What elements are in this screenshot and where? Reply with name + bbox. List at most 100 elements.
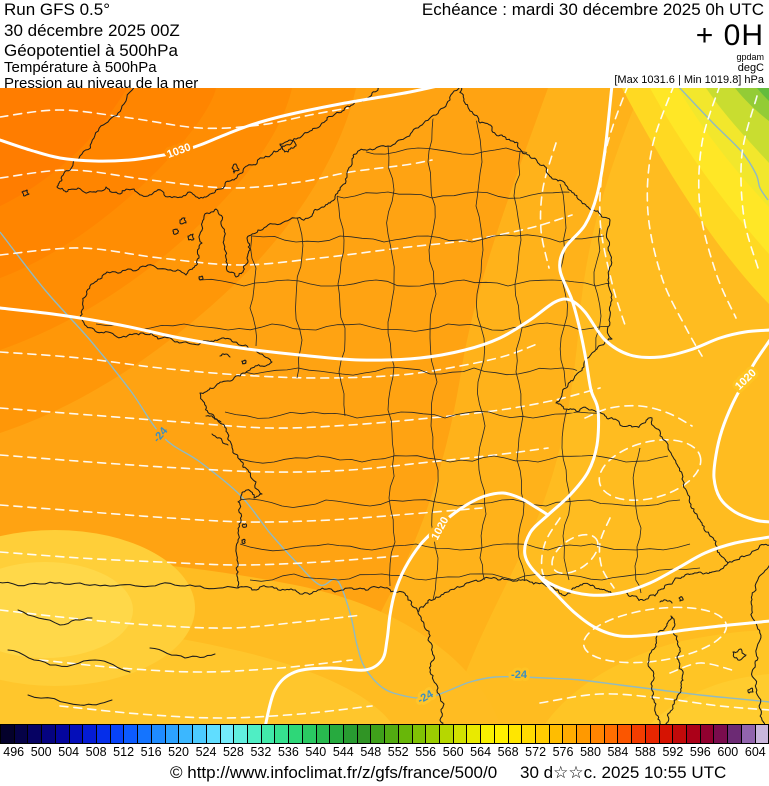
unit-gpdam: gpdam: [736, 52, 764, 62]
scale-tick-label: 544: [332, 745, 354, 759]
scale-cell: [330, 725, 344, 743]
scale-cell: [179, 725, 194, 743]
scale-cell: [275, 725, 290, 743]
scale-cell: [138, 725, 152, 743]
scale-tick-label: 576: [552, 745, 574, 759]
scale-cell: [14, 725, 29, 743]
footer: © http://www.infoclimat.fr/z/gfs/france/…: [0, 760, 769, 786]
scale-cell: [741, 725, 756, 743]
scale-cell: [467, 725, 482, 743]
source-url: © http://www.infoclimat.fr/z/gfs/france/…: [170, 763, 498, 782]
scale-tick-label: 568: [497, 745, 519, 759]
scale-cell: [193, 725, 207, 743]
scale-cell: [728, 725, 742, 743]
scale-tick-label: 596: [689, 745, 711, 759]
scale-cell: [398, 725, 413, 743]
scale-tick-labels: 496 500 504 508 512 516 520 524 528 532 536 540 544 5…: [0, 745, 769, 760]
run-info: Run GFS 0.5° 30 décembre 2025 00Z Géopot…: [4, 0, 198, 92]
scale-cell: [645, 725, 660, 743]
scale-tick-label: 524: [195, 745, 217, 759]
scale-tick-label: 552: [387, 745, 409, 759]
geopotential-color-scale: [0, 724, 769, 744]
scale-cell: [371, 725, 386, 743]
scale-cell: [220, 725, 235, 743]
scale-cell: [42, 725, 56, 743]
scale-cell: [55, 725, 70, 743]
param-pressure: Pression au niveau de la mer: [4, 75, 199, 92]
scale-cell: [261, 725, 276, 743]
scale-cell: [247, 725, 262, 743]
scale-tick-label: 516: [140, 745, 162, 759]
run-title: Run GFS 0.5°: [4, 0, 111, 19]
scale-cell: [659, 725, 674, 743]
forecast-step: + 0H: [695, 19, 764, 52]
scale-cell: [440, 725, 454, 743]
scale-tick-label: 512: [113, 745, 135, 759]
scale-tick-label: 604: [744, 745, 766, 759]
scale-cell: [700, 725, 715, 743]
scale-cell: [577, 725, 591, 743]
scale-cell: [289, 725, 303, 743]
scale-cell: [412, 725, 427, 743]
scale-tick-label: 508: [85, 745, 107, 759]
scale-tick-label: 600: [717, 745, 739, 759]
scale-cell: [165, 725, 180, 743]
scale-tick-label: 496: [3, 745, 25, 759]
scale-tick-label: 540: [305, 745, 327, 759]
scale-cell: [481, 725, 495, 743]
scale-cell: [83, 725, 98, 743]
scale-cell: [0, 725, 15, 743]
scale-tick-label: 580: [580, 745, 601, 759]
scale-tick-label: 584: [607, 745, 629, 759]
scale-cell: [632, 725, 646, 743]
scale-cell: [522, 725, 537, 743]
weather-map: 1030 1020 1020 -24 -24 -24: [0, 88, 769, 724]
scale-cell: [426, 725, 440, 743]
scale-cell: [234, 725, 248, 743]
scale-cell: [206, 725, 221, 743]
scale-cell: [343, 725, 358, 743]
scale-cell: [28, 725, 43, 743]
scale-cell: [302, 725, 317, 743]
scale-tick-label: 500: [30, 745, 52, 759]
isotherm-label: -24: [511, 669, 528, 681]
geopotential-fill-bands: [0, 88, 769, 724]
scale-cell: [357, 725, 372, 743]
isotherm-lines: [0, 88, 769, 703]
scale-cell: [563, 725, 578, 743]
scale-tick-label: 504: [58, 745, 80, 759]
forecast-info: Echéance : mardi 30 décembre 2025 0h UTC…: [422, 0, 764, 87]
scale-cell: [316, 725, 331, 743]
scale-cell: [618, 725, 633, 743]
scale-cell: [494, 725, 509, 743]
isobar-solid-lines: [0, 88, 769, 724]
scale-tick-label: 564: [470, 745, 492, 759]
run-date: 30 décembre 2025 00Z: [4, 21, 180, 40]
isobar-dashed-lines: [0, 88, 769, 719]
scale-tick-label: 556: [415, 745, 437, 759]
scale-tick-label: 548: [360, 745, 382, 759]
scale-cell: [508, 725, 523, 743]
header: Run GFS 0.5° 30 décembre 2025 00Z Géopot…: [0, 0, 769, 92]
scale-tick-label: 588: [634, 745, 656, 759]
scale-cell: [714, 725, 729, 743]
scale-tick-label: 528: [222, 745, 244, 759]
scale-cell: [673, 725, 687, 743]
scale-tick-label: 532: [250, 745, 272, 759]
scale-cell: [69, 725, 84, 743]
scale-cell: [151, 725, 166, 743]
scale-tick-label: 592: [662, 745, 684, 759]
scale-cell: [110, 725, 125, 743]
scale-cell: [549, 725, 564, 743]
scale-cell: [590, 725, 605, 743]
scale-tick-label: 560: [442, 745, 464, 759]
unit-degc: degC: [737, 62, 764, 74]
pressure-minmax: [Max 1031.6 | Min 1019.8] hPa: [614, 74, 764, 86]
scale-cell: [536, 725, 550, 743]
scale-tick-label: 572: [525, 745, 547, 759]
scale-cell: [686, 725, 701, 743]
scale-cell: [604, 725, 619, 743]
scale-cell: [97, 725, 111, 743]
